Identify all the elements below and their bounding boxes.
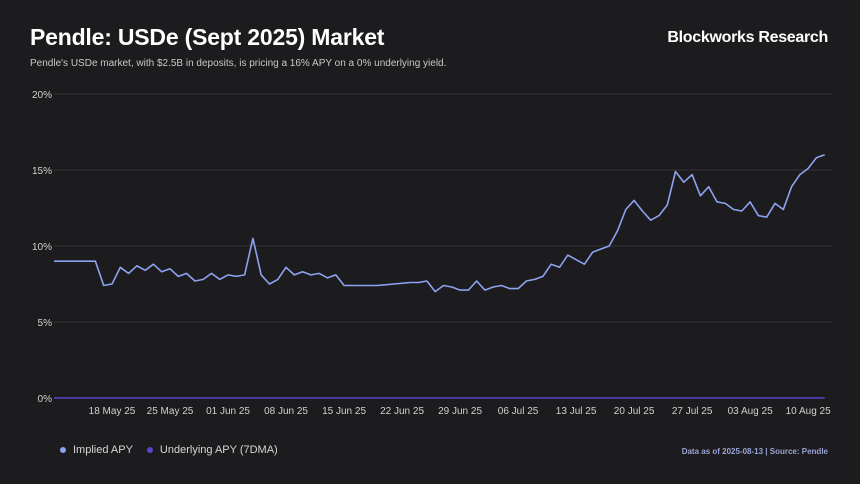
chart-title: Pendle: USDe (Sept 2025) Market <box>30 24 385 50</box>
axis-layer: 0% 5% 10% 15% 20% 18 May 25 25 May 25 01 Jun 25… <box>32 90 831 417</box>
legend-item-underlying: Underlying APY (7DMA) <box>146 444 278 456</box>
chart-subtitle: Pendle's USDe market, with $2.5B in depo… <box>30 58 447 69</box>
x-tick-label: 18 May 25 <box>89 406 136 417</box>
x-tick-label: 22 Jun 25 <box>380 406 424 417</box>
legend-label-implied: Implied APY <box>73 444 133 456</box>
x-tick-label: 03 Aug 25 <box>728 406 773 417</box>
legend-item-implied: Implied APY <box>60 444 133 456</box>
x-tick-label: 27 Jul 25 <box>672 406 713 417</box>
legend: Implied APY Underlying APY (7DMA) <box>60 444 292 456</box>
y-tick-label: 20% <box>32 90 52 101</box>
brand-logo-text: Blockworks Research <box>667 29 828 46</box>
y-tick-label: 15% <box>32 166 52 177</box>
x-tick-label: 15 Jun 25 <box>322 406 366 417</box>
x-tick-label: 20 Jul 25 <box>614 406 655 417</box>
line-chart: 0% 5% 10% 15% 20% 18 May 25 25 May 25 01 Jun 25… <box>32 90 833 417</box>
legend-label-underlying: Underlying APY (7DMA) <box>159 444 278 456</box>
x-tick-label: 06 Jul 25 <box>498 406 539 417</box>
y-tick-label: 5% <box>38 318 53 329</box>
series-layer <box>54 154 825 399</box>
legend-dot-underlying <box>146 447 153 453</box>
x-tick-label: 25 May 25 <box>147 406 194 417</box>
x-tick-label: 01 Jun 25 <box>206 406 250 417</box>
legend-dot-implied <box>60 447 66 453</box>
series-line-implied <box>54 154 825 293</box>
x-tick-label: 10 Aug 25 <box>786 406 831 417</box>
y-tick-label: 0% <box>38 394 53 405</box>
x-tick-label: 13 Jul 25 <box>556 406 597 417</box>
x-tick-label: 08 Jun 25 <box>264 406 308 417</box>
grid-layer <box>54 93 833 323</box>
y-tick-label: 10% <box>32 242 52 253</box>
x-tick-label: 29 Jun 25 <box>438 406 482 417</box>
data-source-note: Data as of 2025-08-13 | Source: Pendle <box>681 447 828 456</box>
